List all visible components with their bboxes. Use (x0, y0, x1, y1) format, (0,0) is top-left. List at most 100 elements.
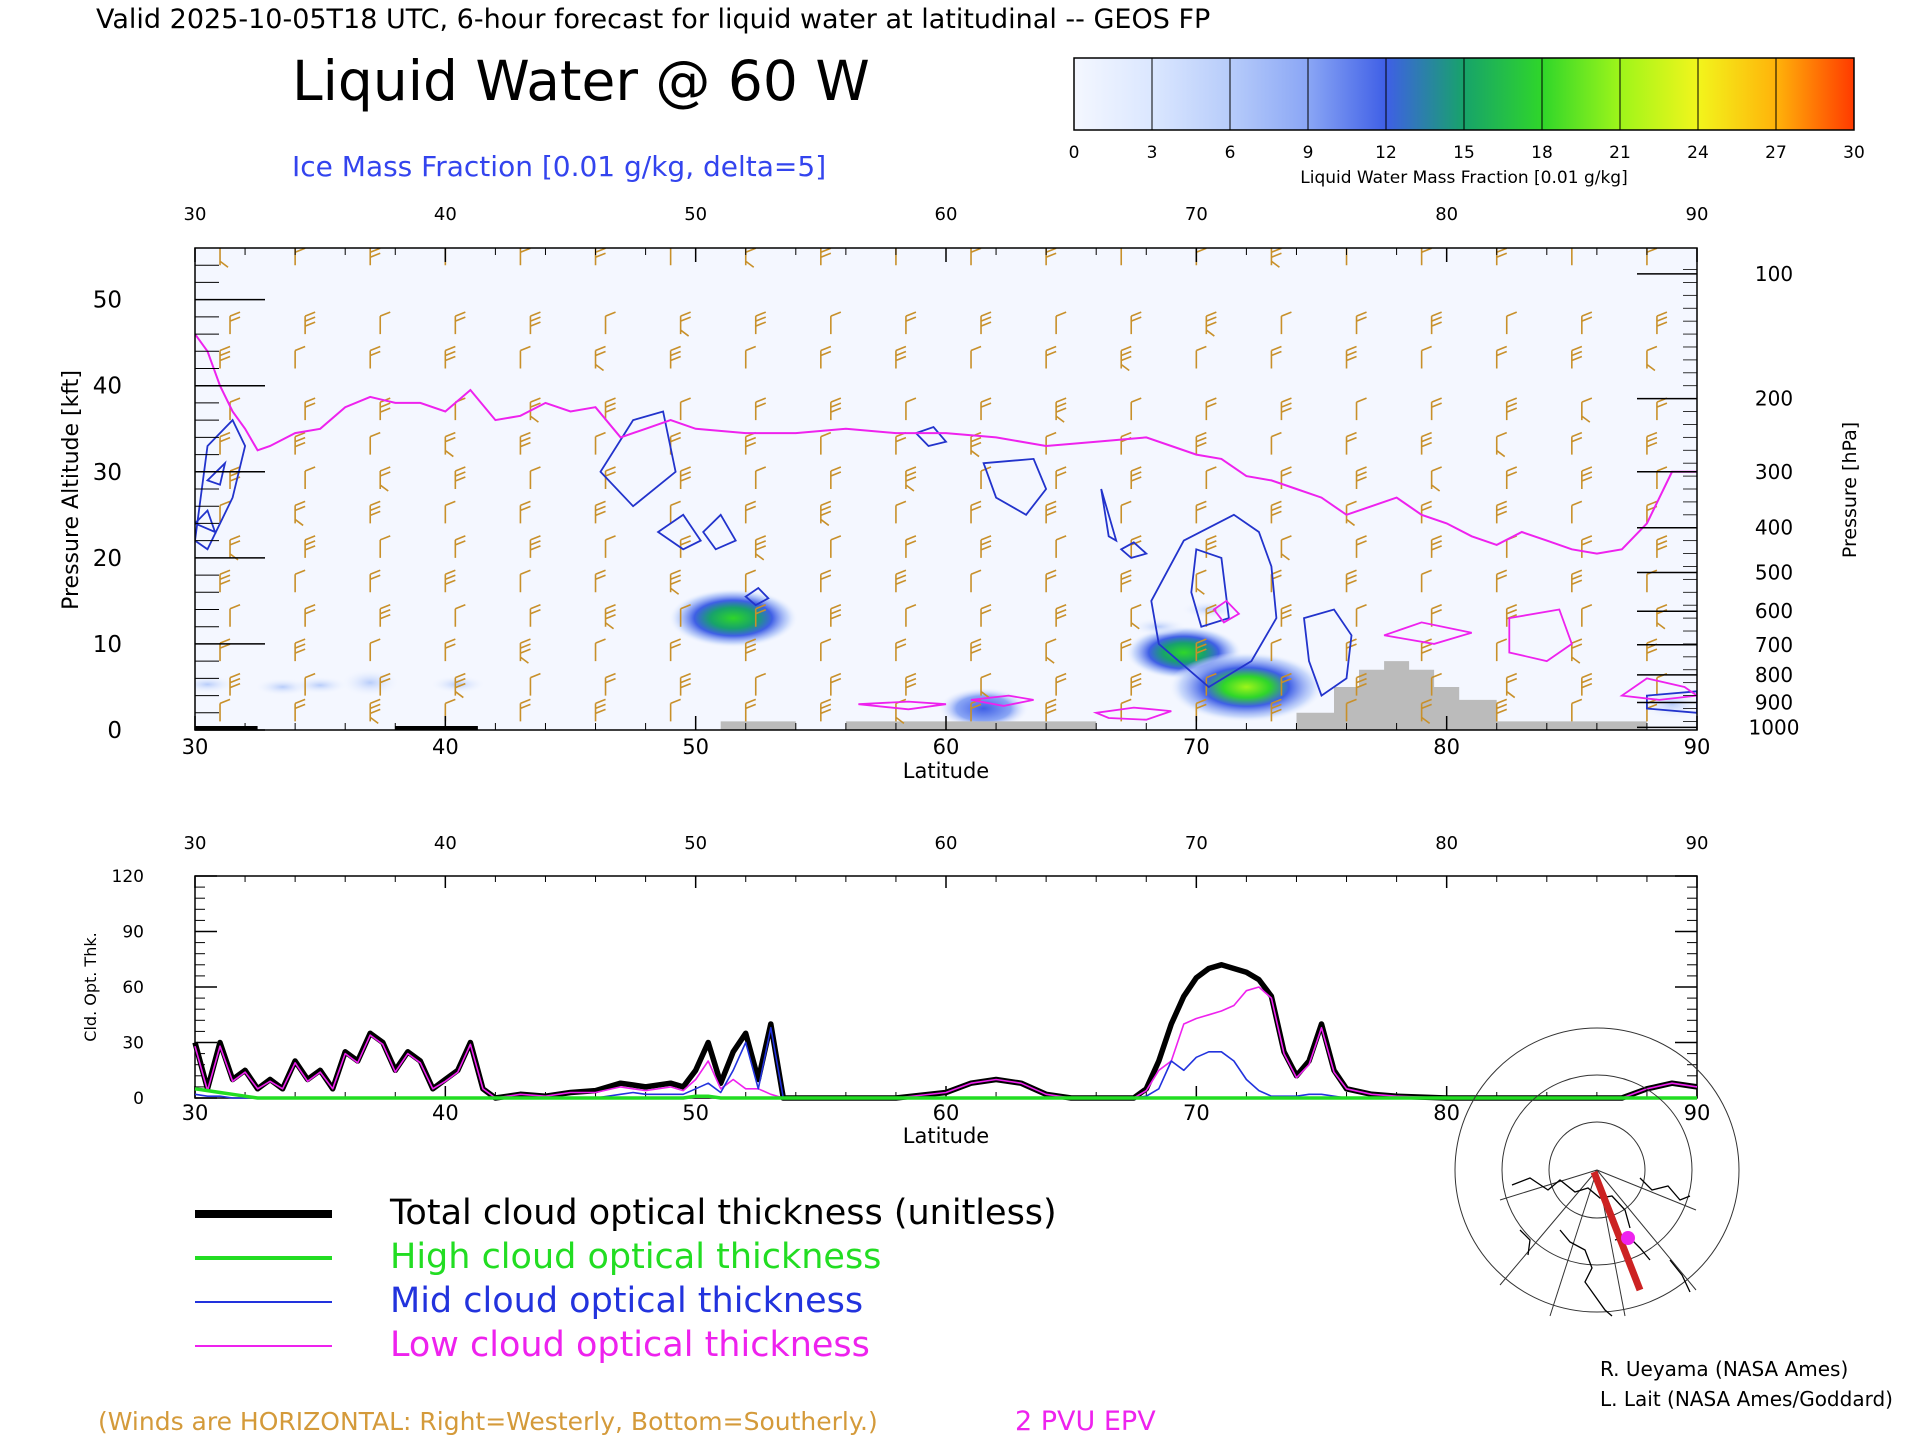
wind-barb (820, 345, 832, 369)
bottom-x-tick-label-top: 40 (434, 833, 457, 854)
colorbar: 0 3 6 9 12 15 18 21 24 27 30 Liquid Water Mass Fra… (1069, 57, 1865, 188)
legend-label-high: High cloud optical thickness (390, 1237, 881, 1277)
top-y-tick-label: 50 (93, 288, 122, 314)
wind-barb (970, 569, 982, 593)
wind-barb (219, 569, 231, 593)
wind-barb (679, 397, 691, 421)
wind-barb (1571, 500, 1583, 524)
top-y-tick-label: 20 (93, 546, 122, 572)
wind-barb (229, 535, 241, 561)
wind-barb (679, 466, 691, 489)
colorbar-tick-label: 24 (1687, 143, 1709, 163)
wind-barb (1205, 672, 1217, 696)
wind-barb (754, 672, 767, 696)
ice-contour (744, 586, 770, 607)
liquid-water-faint (429, 675, 486, 694)
liquid-water-cloud (668, 588, 799, 648)
wind-barb (830, 535, 842, 558)
ice-contour (195, 508, 217, 534)
colorbar-tick-label: 27 (1765, 143, 1787, 163)
wind-barb (294, 500, 306, 527)
page-title: Liquid Water @ 60 W (292, 49, 870, 113)
wind-barb (744, 345, 757, 369)
top-x-tick-label-top: 50 (684, 204, 707, 225)
wind-barb (820, 500, 832, 527)
wind-barb (604, 397, 616, 421)
wind-barb (594, 698, 606, 722)
wind-barb (594, 500, 606, 524)
epv-label: 2 PVU EPV (1015, 1406, 1156, 1437)
bottom-chart: 30 30 40 40 50 50 60 60 70 70 80 80 90 90 0 30 60 90 120 C… (81, 833, 1710, 1148)
ice-contour (1119, 541, 1149, 559)
wind-barb (820, 638, 832, 662)
wind-barb (604, 672, 616, 696)
wind-barb (1055, 672, 1067, 696)
wind-barb (830, 311, 842, 335)
ice-contour (914, 425, 948, 447)
top-x-tick-label-top: 90 (1686, 204, 1709, 225)
wind-barb (1430, 397, 1442, 421)
top-x-tick-label-top: 60 (935, 204, 958, 225)
top-chart: 3030404050506060707080809090010203040501… (59, 204, 1861, 783)
wind-barb (1430, 672, 1442, 696)
wind-barb (1280, 603, 1292, 627)
ice-contour (702, 513, 737, 551)
wind-barb (294, 638, 306, 662)
wind-barb (594, 431, 606, 455)
wind-barb (294, 698, 306, 722)
subtitle-ice-fraction: Ice Mass Fraction [0.01 g/kg, delta=5] (292, 150, 826, 183)
wind-barb (1280, 672, 1292, 696)
wind-barb (1195, 345, 1207, 369)
top-x-tick-label-top: 80 (1435, 204, 1458, 225)
ice-contour (1508, 608, 1573, 663)
wind-barb (1571, 638, 1583, 664)
wind-barb (369, 248, 381, 266)
wind-barb (379, 535, 391, 558)
top-x-tick-label-top: 30 (184, 204, 207, 225)
inset-map-graticule (1454, 1027, 1740, 1317)
wind-barb (1656, 603, 1668, 630)
wind-barb (830, 397, 842, 421)
wind-barb (754, 311, 767, 335)
wind-barb (1420, 638, 1432, 662)
wind-barb (1045, 569, 1057, 593)
wind-barb (905, 311, 917, 335)
top-ylabel: Pressure Altitude [kft] (59, 370, 84, 610)
wind-barb (1581, 397, 1593, 423)
wind-barb (1055, 466, 1067, 489)
wind-barb (1505, 311, 1518, 335)
colorbar-label: Liquid Water Mass Fraction [0.01 g/kg] (1300, 168, 1627, 188)
wind-barb (294, 431, 306, 455)
pressure-tick-label: 400 (1755, 516, 1793, 540)
wind-barb (1571, 431, 1583, 455)
wind-barb (1495, 500, 1508, 524)
wind-barb (1495, 248, 1508, 266)
bottom-xlabel: Latitude (903, 1124, 989, 1148)
wind-barb (1345, 345, 1357, 369)
wind-barb (970, 638, 982, 662)
wind-barb (820, 569, 832, 593)
wind-barb (219, 698, 231, 722)
wind-barb (519, 638, 531, 664)
wind-barb (754, 397, 767, 421)
wind-barb (830, 466, 842, 489)
bottom-axes: 30 30 40 40 50 50 60 60 70 70 80 80 90 90 0 30 60 90 120 (112, 833, 1711, 1125)
liquid-water-cloud (1168, 651, 1324, 723)
wind-barb (830, 672, 842, 696)
inset-map-location-dot (1621, 1231, 1635, 1245)
terrain-area (695, 661, 1647, 730)
ice-contour (858, 700, 947, 711)
wind-barb (1581, 466, 1593, 489)
liquid-water-faint (292, 676, 349, 695)
wind-barb (1205, 466, 1217, 489)
ice-contour (656, 513, 703, 551)
wind-barb (830, 603, 842, 627)
wind-barb (444, 638, 456, 662)
bottom-x-tick-label-top: 30 (184, 833, 207, 854)
wind-barb (229, 672, 241, 696)
wind-barb (1646, 638, 1658, 662)
top-x-tick-label: 50 (682, 735, 709, 759)
wind-barb (1355, 397, 1367, 421)
ice-contour (1212, 599, 1241, 624)
